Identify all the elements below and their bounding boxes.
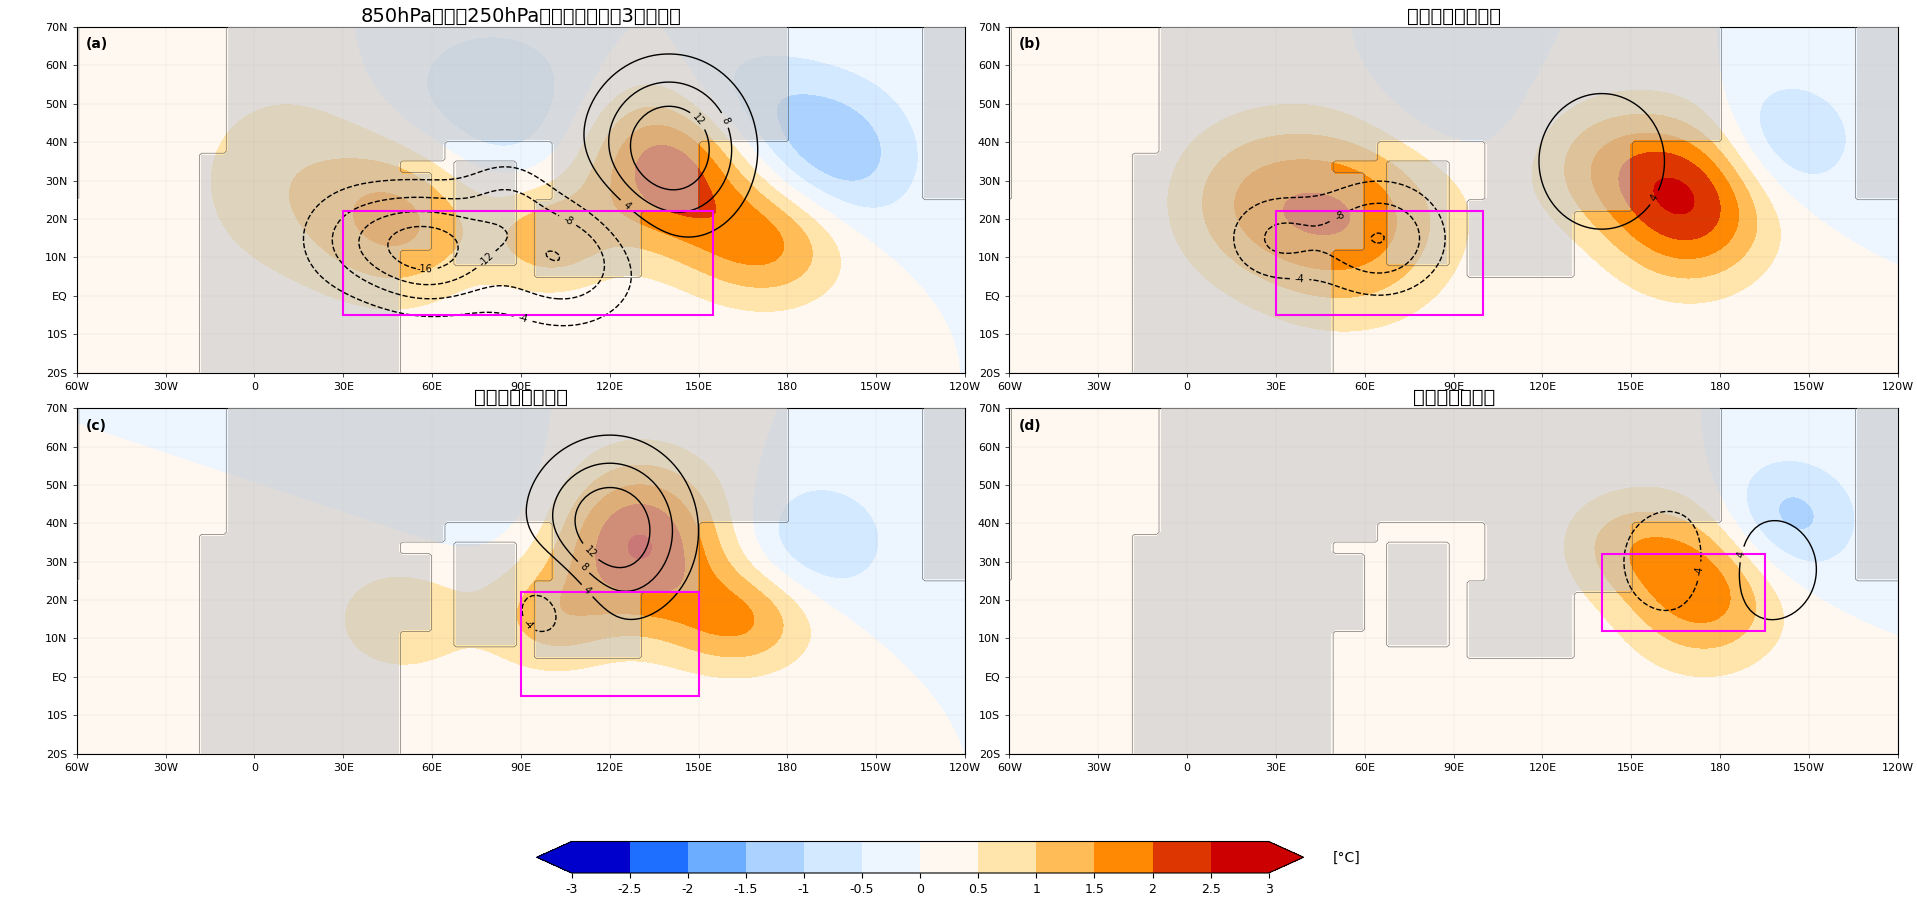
Text: (a): (a) [86, 38, 107, 51]
Text: 8: 8 [719, 115, 730, 125]
Text: (d): (d) [1018, 418, 1041, 433]
Text: 8: 8 [577, 562, 589, 573]
Text: 4: 4 [1649, 193, 1660, 203]
Text: 12: 12 [690, 112, 705, 128]
Text: -8: -8 [1332, 209, 1346, 222]
Text: -12: -12 [477, 251, 497, 269]
Text: 4: 4 [1737, 550, 1746, 559]
Text: -4: -4 [521, 617, 535, 632]
Text: 12: 12 [583, 544, 598, 560]
Text: (b): (b) [1018, 38, 1041, 51]
Text: -4: -4 [518, 312, 529, 325]
Title: 中央太平洋のみ: 中央太平洋のみ [1413, 388, 1495, 407]
Bar [1603, 554, 1764, 631]
PathPatch shape [537, 842, 571, 873]
Bar [1277, 212, 1484, 315]
Text: [°C]: [°C] [1332, 850, 1359, 865]
PathPatch shape [1269, 842, 1304, 873]
Text: -4: -4 [1294, 274, 1305, 284]
Text: -8: -8 [562, 213, 575, 227]
Bar [521, 592, 698, 696]
Text: 4: 4 [621, 200, 633, 212]
Bar [343, 212, 713, 315]
Text: -4: -4 [1695, 565, 1706, 577]
Text: -16: -16 [416, 265, 433, 274]
Title: 850hPa気温、250hPa流線関数　　　3極子全て: 850hPa気温、250hPa流線関数 3極子全て [360, 6, 681, 25]
Title: 海洋大陸領域のみ: 海洋大陸領域のみ [473, 388, 567, 407]
Title: インド洋西部のみ: インド洋西部のみ [1407, 6, 1501, 25]
Text: 4: 4 [581, 585, 592, 596]
Text: (c): (c) [86, 418, 107, 433]
